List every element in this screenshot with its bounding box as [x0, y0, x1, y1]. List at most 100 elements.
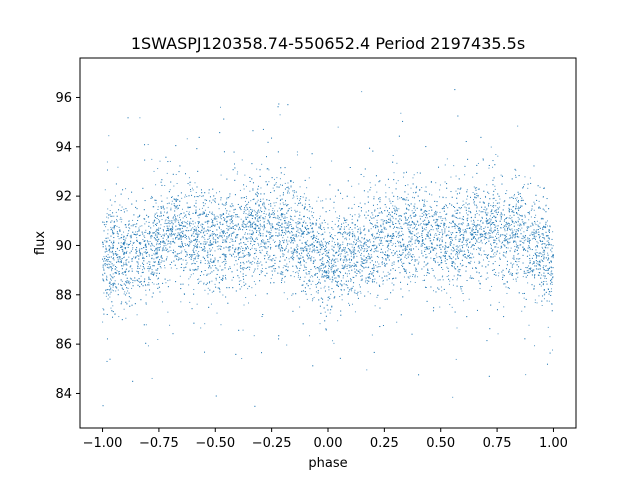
data-point [391, 282, 393, 284]
data-point [185, 216, 187, 218]
data-point [229, 195, 231, 197]
data-point [144, 236, 146, 238]
data-point [193, 251, 195, 253]
data-point [223, 275, 225, 277]
data-point [123, 231, 125, 233]
data-point [347, 207, 349, 209]
data-point [353, 233, 355, 235]
data-point [198, 278, 200, 280]
data-point [109, 247, 111, 249]
data-point [336, 217, 338, 219]
data-point [245, 217, 247, 219]
data-point [346, 259, 348, 261]
data-point [228, 250, 230, 252]
data-point [315, 291, 317, 293]
data-point [127, 282, 129, 284]
data-point [108, 267, 110, 269]
data-point [436, 223, 438, 225]
data-point [325, 198, 327, 200]
data-point [442, 233, 444, 235]
data-point [431, 194, 433, 196]
data-point [106, 293, 108, 295]
data-point [243, 209, 245, 211]
data-point [195, 192, 197, 193]
data-point [354, 236, 356, 238]
data-point [543, 298, 545, 300]
data-point [191, 241, 193, 243]
data-point [203, 227, 205, 229]
data-point [374, 210, 376, 212]
data-point [466, 238, 468, 240]
data-point [437, 230, 439, 232]
data-point [249, 269, 251, 271]
data-point [130, 225, 132, 227]
data-point [292, 219, 294, 221]
data-point [458, 227, 460, 229]
data-point [515, 280, 517, 282]
data-point [166, 211, 168, 213]
data-point [547, 267, 549, 269]
data-point [112, 286, 114, 288]
data-point [474, 204, 476, 206]
data-point [475, 225, 477, 227]
data-point [333, 207, 335, 209]
data-point [533, 232, 535, 234]
data-point [178, 252, 180, 254]
data-point [528, 265, 530, 267]
data-point [352, 285, 354, 287]
data-point [121, 218, 123, 220]
data-point [420, 208, 422, 210]
data-point [127, 287, 129, 289]
data-point [346, 275, 348, 277]
data-point [269, 259, 271, 261]
data-point [147, 266, 149, 268]
data-point [502, 244, 504, 246]
data-point [242, 197, 244, 199]
data-point [141, 253, 143, 255]
data-point [166, 223, 168, 225]
data-point [370, 216, 372, 218]
data-point [136, 231, 138, 233]
data-point [129, 228, 131, 230]
data-point [496, 209, 498, 211]
data-point [420, 209, 422, 211]
data-point [201, 207, 203, 209]
data-point [537, 224, 539, 226]
data-point [402, 234, 404, 236]
data-point [189, 243, 191, 245]
data-point [433, 219, 435, 221]
data-point [511, 216, 513, 218]
data-point [330, 293, 332, 295]
data-point [138, 227, 140, 229]
data-point [167, 237, 169, 239]
data-point [410, 281, 412, 283]
data-point [537, 225, 539, 227]
data-point [489, 225, 491, 227]
data-point [309, 271, 311, 273]
data-point [245, 297, 247, 299]
data-point [458, 226, 460, 228]
data-point [371, 272, 373, 274]
data-point [467, 250, 469, 252]
data-point [189, 276, 191, 278]
data-point [190, 181, 192, 183]
data-point [293, 276, 295, 278]
data-point [109, 296, 111, 298]
data-point [126, 292, 128, 294]
data-point [406, 257, 408, 259]
data-point [118, 238, 120, 240]
data-point [529, 271, 531, 273]
data-point [378, 263, 380, 265]
data-point [188, 244, 190, 246]
data-point [264, 206, 266, 208]
data-point [157, 233, 159, 235]
data-point [175, 229, 177, 231]
data-point [379, 239, 381, 241]
data-point [107, 208, 109, 210]
data-point [505, 236, 507, 237]
data-point [476, 213, 478, 215]
data-point [372, 272, 374, 274]
data-point [307, 231, 309, 233]
data-point [456, 279, 458, 281]
data-point [204, 209, 206, 211]
